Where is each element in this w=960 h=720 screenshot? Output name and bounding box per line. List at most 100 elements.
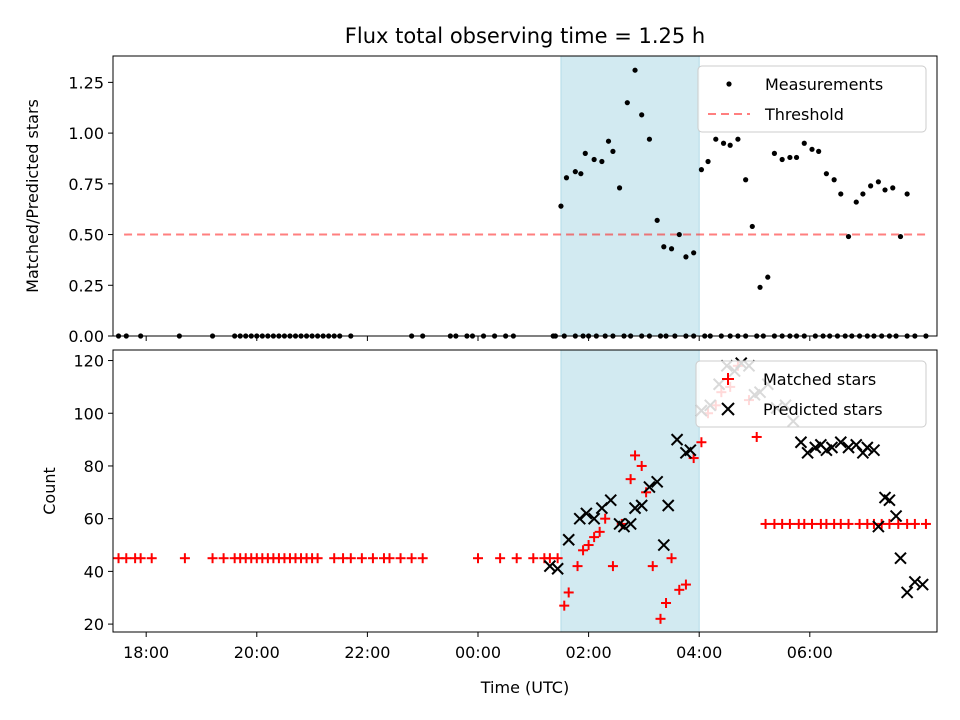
predicted-point bbox=[624, 517, 637, 531]
measurement-point bbox=[771, 150, 778, 156]
predicted-point bbox=[562, 533, 575, 546]
x-tick-label: 02:00 bbox=[566, 643, 612, 662]
measurement-point bbox=[599, 158, 605, 165]
measurement-point bbox=[749, 223, 755, 230]
matched-point bbox=[207, 553, 218, 564]
matched-point bbox=[600, 513, 611, 524]
x-tick-label: 04:00 bbox=[676, 643, 722, 662]
predicted-point-b bbox=[643, 480, 656, 494]
measurement-point bbox=[605, 138, 612, 144]
measurement-point bbox=[801, 140, 807, 146]
top-panel: Flux total observing time = 1.25 h 0.00 0.… bbox=[23, 24, 938, 346]
predicted-point-b bbox=[878, 491, 892, 504]
predicted-point-b bbox=[662, 499, 675, 512]
measurement-point bbox=[890, 185, 896, 191]
matched-point bbox=[356, 553, 367, 564]
matched-point bbox=[179, 553, 190, 564]
measurement-point bbox=[632, 67, 638, 73]
predicted-point bbox=[580, 507, 593, 520]
predicted-point-b bbox=[894, 551, 907, 565]
predicted-point-b bbox=[670, 433, 684, 446]
matched-point bbox=[807, 518, 818, 529]
matched-point bbox=[884, 518, 895, 529]
x-tick-label: 06:00 bbox=[787, 643, 833, 662]
predicted-point bbox=[684, 443, 697, 457]
measurement-point bbox=[787, 154, 793, 161]
y-tick-label: 0.00 bbox=[68, 327, 104, 346]
measurement-point bbox=[860, 191, 866, 197]
measurement-point bbox=[779, 156, 785, 163]
measurement-point bbox=[720, 140, 727, 146]
measurement-point bbox=[816, 148, 822, 154]
predicted-point bbox=[872, 520, 885, 533]
predicted-point-b bbox=[889, 509, 903, 523]
measurement-point bbox=[838, 191, 844, 197]
x-tick-label: 20:00 bbox=[234, 643, 280, 662]
legend-box bbox=[695, 360, 927, 428]
measurement-point bbox=[591, 156, 597, 163]
matched-point bbox=[920, 518, 931, 529]
predicted-point-b bbox=[801, 446, 814, 459]
measurement-point bbox=[882, 187, 888, 193]
predicted-point-b bbox=[562, 533, 575, 546]
matched-point bbox=[528, 553, 539, 564]
y-axis-label: Count bbox=[40, 467, 59, 515]
predicted-point bbox=[867, 443, 881, 457]
shaded-region bbox=[560, 349, 700, 633]
matched-point bbox=[674, 584, 685, 595]
legend-predicted-label: Predicted stars bbox=[763, 400, 883, 419]
matched-point bbox=[367, 553, 378, 564]
predicted-point-b bbox=[842, 441, 855, 454]
predicted-point-b bbox=[908, 575, 922, 589]
predicted-point bbox=[883, 494, 896, 507]
measurement-point bbox=[683, 254, 689, 260]
y-tick-label: 100 bbox=[73, 404, 104, 423]
matched-point bbox=[661, 598, 672, 609]
predicted-point-b bbox=[617, 520, 631, 533]
matched-point bbox=[607, 561, 618, 572]
matched-point bbox=[578, 545, 589, 556]
matched-point bbox=[589, 532, 600, 543]
matched-point bbox=[594, 526, 605, 537]
measurement-point bbox=[558, 203, 564, 209]
matched-point bbox=[636, 460, 647, 471]
predicted-point bbox=[861, 441, 874, 454]
measurement-point bbox=[582, 150, 588, 156]
x-axis-label: Time (UTC) bbox=[480, 678, 569, 697]
measurement-point bbox=[698, 167, 705, 173]
predicted-point-b bbox=[872, 520, 885, 533]
measurement-point bbox=[610, 148, 616, 154]
predicted-point bbox=[543, 559, 557, 573]
predicted-point-b bbox=[861, 441, 874, 454]
predicted-point bbox=[628, 501, 642, 515]
legend-predicted-marker bbox=[721, 402, 735, 416]
predicted-point-b bbox=[551, 562, 564, 575]
matched-point bbox=[472, 553, 483, 564]
shaded-region bbox=[560, 55, 700, 337]
measurement-point bbox=[624, 100, 630, 106]
y-tick-label: 40 bbox=[84, 562, 104, 581]
measurement-point bbox=[578, 171, 584, 177]
y-tick-label: 0.25 bbox=[68, 276, 104, 295]
measurement-point bbox=[727, 142, 733, 148]
predicted-point bbox=[643, 480, 656, 494]
matched-point bbox=[625, 474, 636, 485]
matched-point bbox=[572, 561, 583, 572]
predicted-point-b bbox=[900, 586, 914, 599]
predicted-point bbox=[900, 586, 914, 599]
matched-point bbox=[583, 540, 594, 551]
predicted-point-b bbox=[684, 443, 697, 457]
measurement-point bbox=[639, 112, 645, 118]
matched-point bbox=[417, 553, 428, 564]
predicted-point bbox=[894, 551, 907, 565]
y-axis-label: Matched/Predicted stars bbox=[23, 99, 42, 293]
x-tick-label: 22:00 bbox=[344, 643, 390, 662]
predicted-point bbox=[834, 436, 847, 449]
measurement-point bbox=[646, 136, 653, 142]
measurement-point bbox=[691, 250, 697, 256]
predicted-point bbox=[842, 441, 855, 454]
matched-point bbox=[696, 437, 707, 448]
top-plot-frame bbox=[112, 55, 938, 337]
predicted-point-b bbox=[657, 538, 671, 552]
measurement-point bbox=[616, 185, 623, 191]
